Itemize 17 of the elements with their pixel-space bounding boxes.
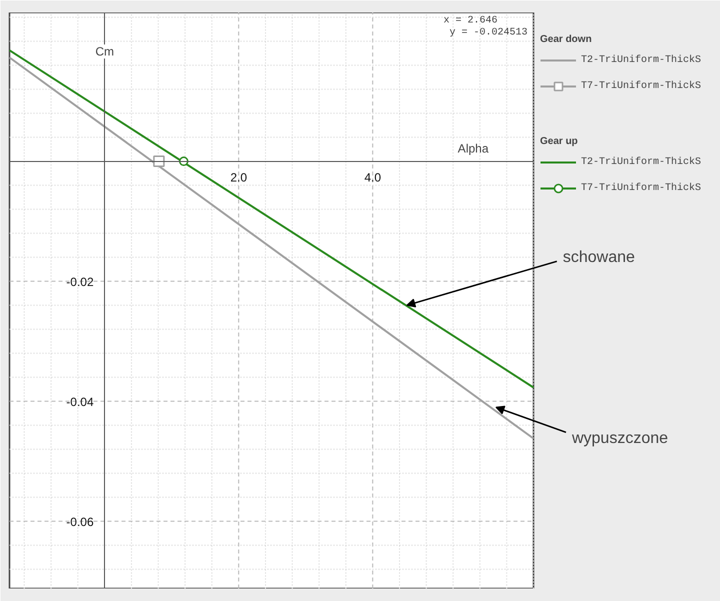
y-tick-label: -0.04 [66,394,94,409]
y-tick-label: -0.06 [66,514,94,529]
x-axis-title: Alpha [458,141,489,156]
annotation: wypuszczone [570,430,668,447]
legend-label: T2-TriUniform-ThickS [581,54,702,66]
y-axis-title: Cm [95,44,114,58]
text: Gear up [540,136,578,147]
x-tick-label: 2.0 [230,170,248,184]
x-tick-label: 4.0 [364,170,382,184]
annotation: schowane [562,248,636,266]
annotation: x = 2.646 [443,16,498,26]
legend-label: T7-TriUniform-ThickS [581,80,702,92]
legend-label: T7-TriUniform-ThickS [581,182,702,194]
legend-label: T2-TriUniform-ThickS [581,156,702,168]
text: Gear down [540,34,592,45]
annotation: y = -0.024513 [449,28,528,38]
y-tick-label: -0.02 [66,274,94,289]
